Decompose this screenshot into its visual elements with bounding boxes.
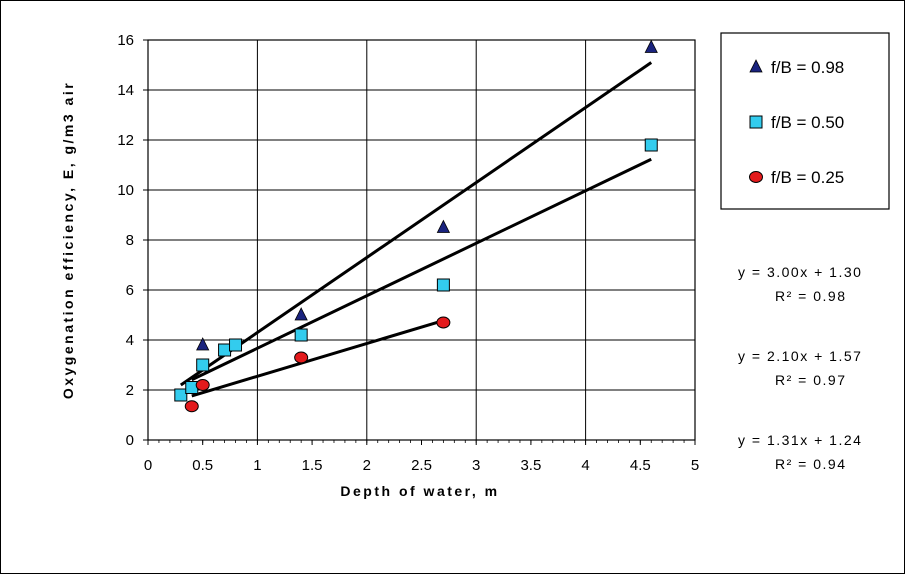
y-tick-label: 14 [117,82,134,99]
data-point [185,381,199,394]
y-axis-ticks: 0 2 4 6 8 10 12 14 16 [117,32,148,449]
trendline [191,319,444,398]
data-point [436,278,450,292]
trend-equations: y = 3.00x + 1.30 R² = 0.98 y = 2.10x + 1.5… [738,264,862,472]
y-tick-label: 12 [117,132,134,149]
data-point [294,351,309,364]
legend-label: f/B = 0.98 [771,58,844,77]
x-tick-label: 4.5 [630,457,651,474]
y-tick-label: 16 [117,32,134,49]
data-point [196,337,210,351]
data-point [436,316,451,329]
data-point [229,338,243,352]
legend-box [720,32,890,210]
data-point [195,379,210,391]
data-point [174,388,188,402]
r-squared: R² = 0.97 [775,372,846,388]
x-tick-label: 5 [691,457,699,474]
legend-marker [749,115,763,129]
x-axis-label: Depth of water, m [340,483,499,499]
y-tick-label: 6 [126,282,134,299]
data-point [196,358,210,372]
x-tick-label: 4 [581,457,589,474]
trendline [179,61,653,387]
trend-equation: y = 3.00x + 1.30 [738,264,862,280]
y-tick-label: 8 [126,232,134,249]
x-tick-label: 3 [472,457,480,474]
x-tick-label: 2 [363,457,371,474]
x-axis-ticks: 0 0.5 1 1.5 2 2.5 3 3.5 4 4.5 5 [144,440,699,474]
legend-label: f/B = 0.50 [771,113,844,132]
data-point [218,343,232,357]
data-point [294,307,308,321]
y-axis-label: Oxygenation efficiency, E, g/m3 air [60,81,76,399]
data-point [184,400,199,413]
data-point [436,219,451,233]
legend-label: f/B = 0.25 [771,168,844,187]
r-squared: R² = 0.98 [775,288,846,304]
data-points [174,39,658,413]
trendlines [179,61,653,398]
x-tick-label: 1 [253,457,261,474]
y-tick-label: 0 [126,432,134,449]
y-tick-label: 2 [126,382,134,399]
x-tick-label: 0 [144,457,152,474]
x-tick-label: 2.5 [411,457,432,474]
data-point [644,39,658,53]
gridlines [148,40,695,440]
trend-equation: y = 2.10x + 1.57 [738,348,862,364]
trendline [191,157,652,382]
legend-marker [749,171,763,183]
y-tick-label: 10 [117,182,134,199]
data-point [294,328,308,342]
y-tick-label: 4 [126,332,134,349]
x-tick-label: 1.5 [302,457,323,474]
r-squared: R² = 0.94 [775,456,846,472]
x-tick-label: 3.5 [520,457,541,474]
data-point [644,138,658,152]
legend-marker [749,59,763,73]
x-tick-label: 0.5 [192,457,213,474]
trend-equation: y = 1.31x + 1.24 [738,432,862,448]
legend: f/B = 0.98 f/B = 0.50 f/B = 0.25 [720,32,890,210]
